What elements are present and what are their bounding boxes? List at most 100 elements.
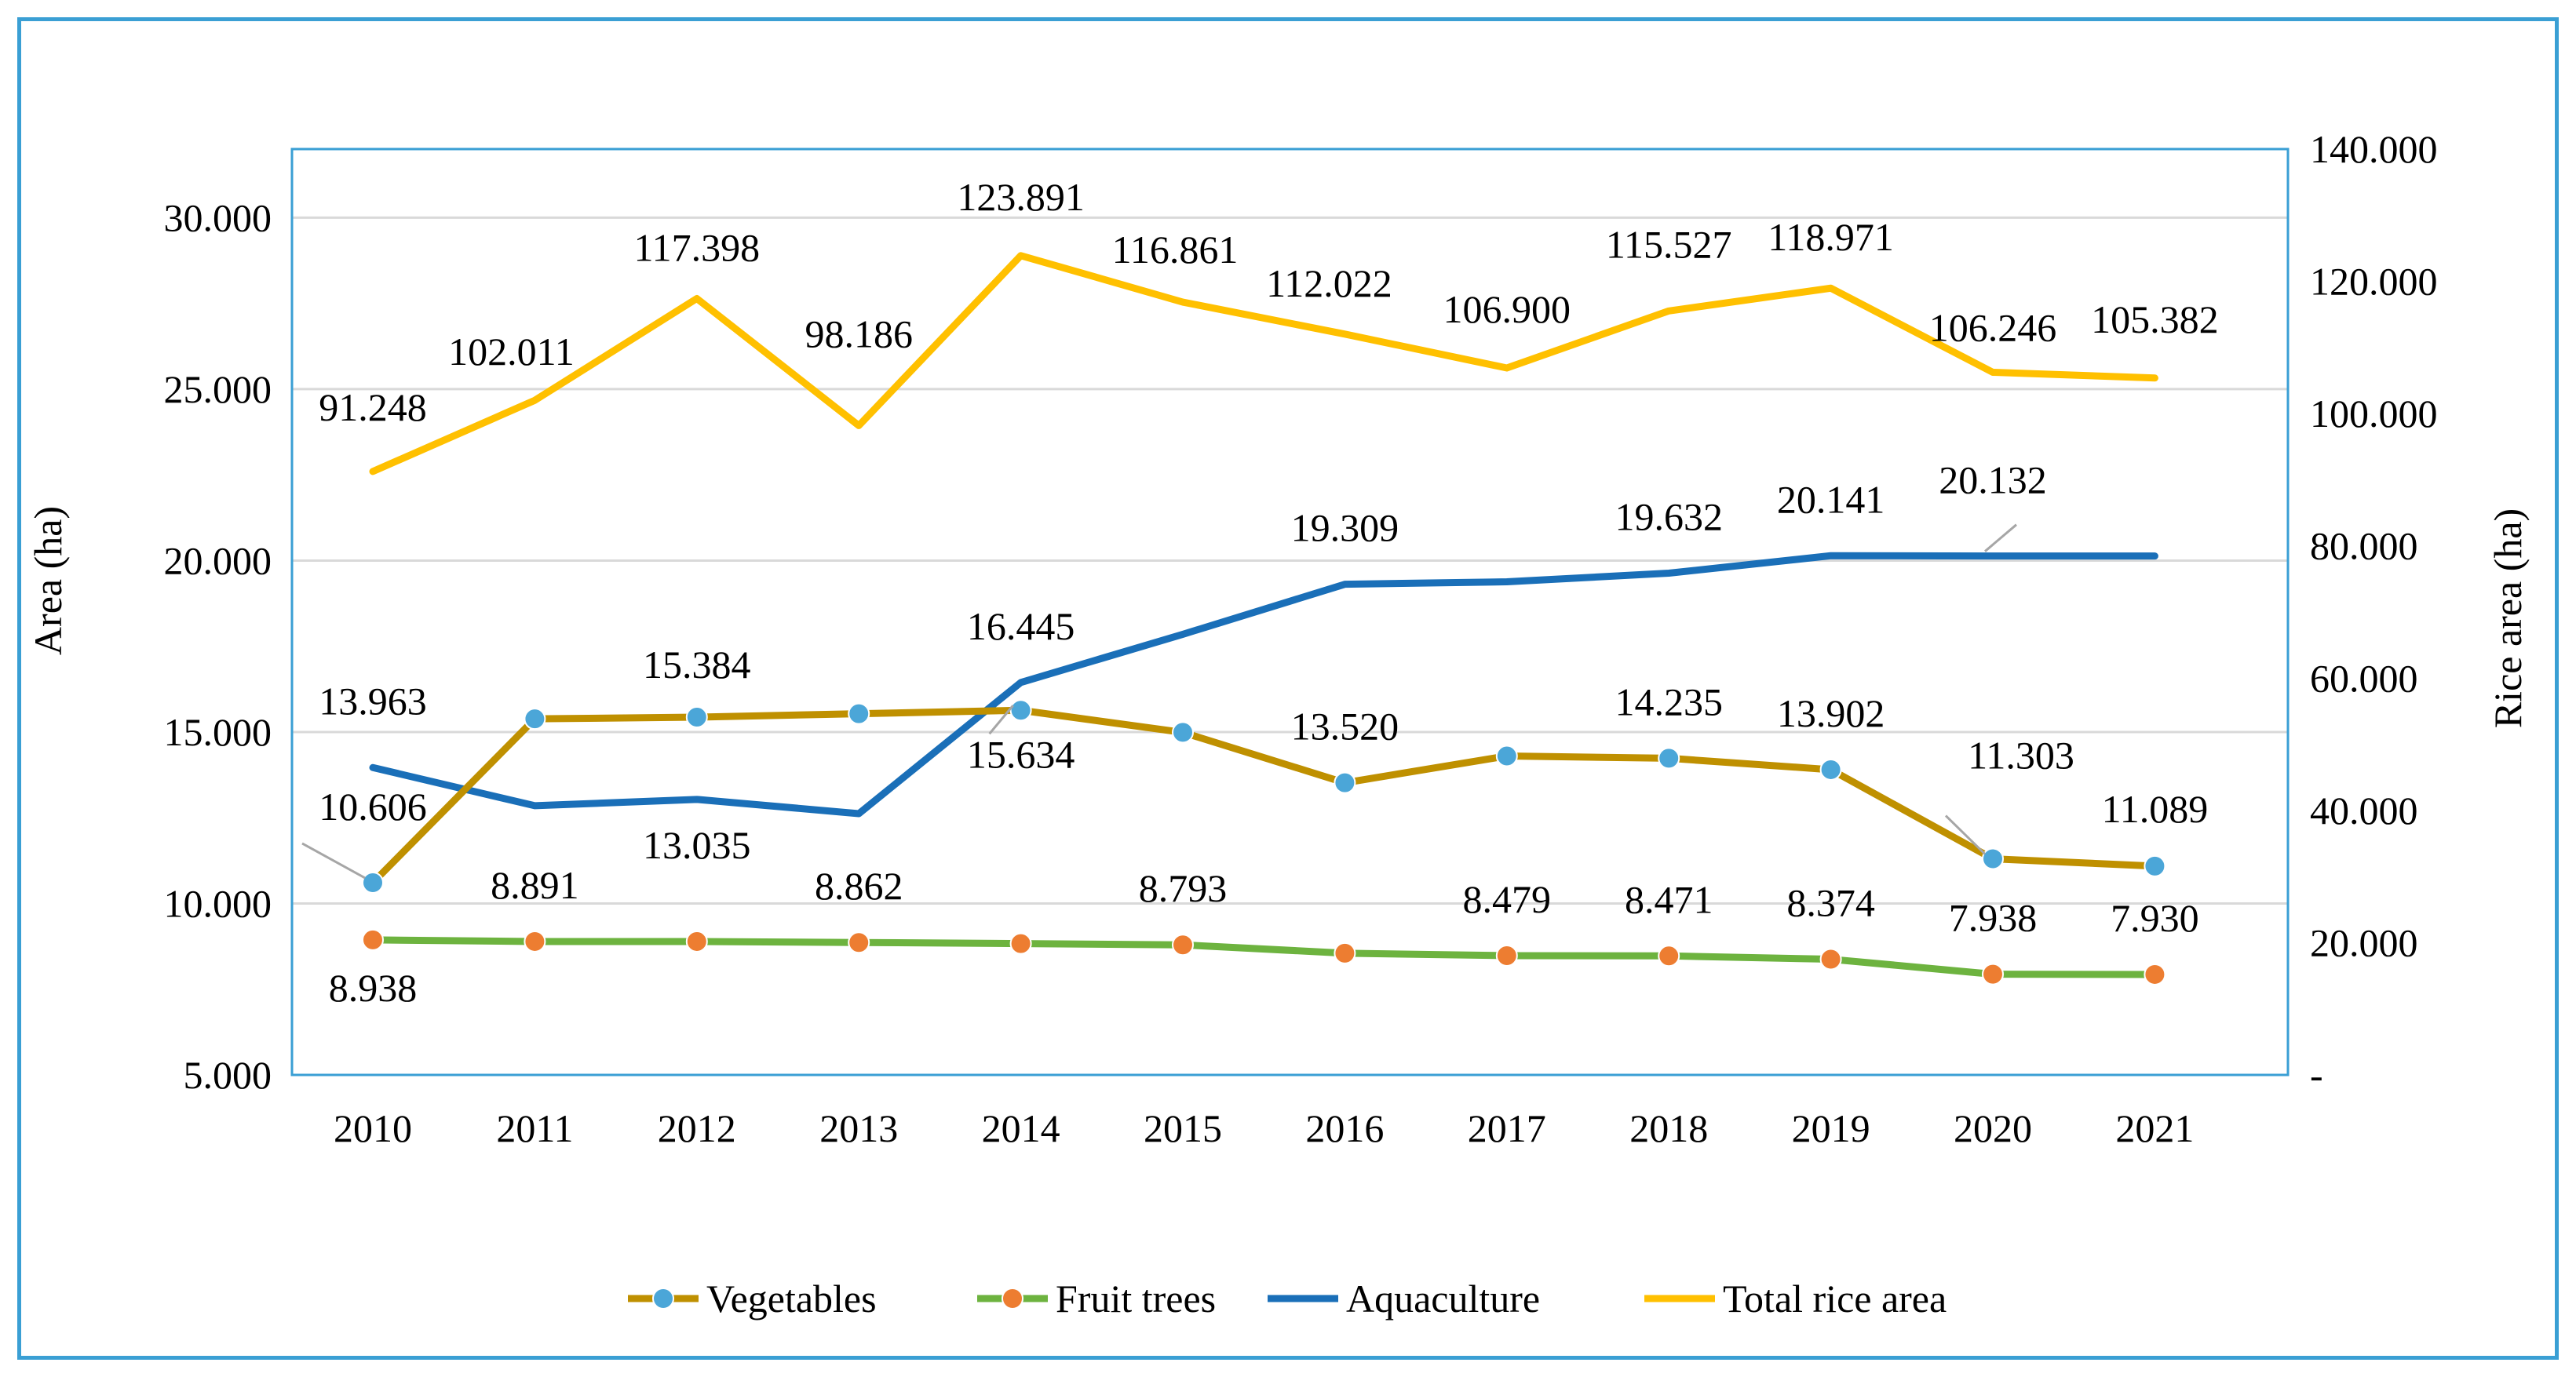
- legend-item: Aquaculture: [1268, 1277, 1540, 1321]
- data-label-fruit-trees: 8.862: [815, 864, 903, 908]
- right-tick-label: 100.000: [2310, 392, 2438, 435]
- data-point-fruit-trees: [685, 930, 708, 953]
- x-tick-label: 2010: [334, 1106, 412, 1150]
- data-point-fruit-trees: [1172, 934, 1194, 956]
- data-label-vegetables: 15.384: [643, 643, 751, 687]
- x-tick-label: 2021: [2115, 1106, 2194, 1150]
- series-line-total-rice-area: [369, 252, 2158, 475]
- data-label-total-rice-area: 106.900: [1443, 287, 1571, 331]
- data-point-fruit-trees: [1334, 942, 1356, 964]
- legend-label: Fruit trees: [1056, 1277, 1216, 1321]
- y-axis-left-title: Area (ha): [26, 506, 70, 655]
- data-point-fruit-trees: [848, 931, 870, 954]
- series-lines: [362, 252, 2166, 985]
- right-tick-label: 60.000: [2310, 656, 2418, 700]
- data-label-vegetables: 13.902: [1777, 691, 1885, 735]
- data-point-vegetables: [362, 871, 384, 894]
- x-axis-ticks: 2010 2011 2012 2013 2014 2015 2016 2017 2018 2019…: [334, 1106, 2194, 1150]
- data-point-vegetables: [1495, 745, 1518, 767]
- left-tick-label: 5.000: [184, 1053, 272, 1097]
- legend-marker: [1002, 1288, 1023, 1310]
- y-axis-right-title: Rice area (ha): [2486, 508, 2530, 728]
- data-point-fruit-trees: [524, 930, 546, 953]
- right-tick-label: 140.000: [2310, 127, 2438, 171]
- x-tick-label: 2014: [982, 1106, 1060, 1150]
- left-tick-label: 15.000: [164, 710, 272, 754]
- legend-item: Fruit trees: [977, 1277, 1216, 1321]
- data-label-fruit-trees: 8.891: [491, 863, 579, 907]
- data-label-aquaculture: 19.632: [1615, 495, 1723, 539]
- data-label-vegetables: 10.606: [319, 785, 427, 829]
- data-label-total-rice-area: 102.011: [448, 330, 575, 373]
- chart-frame: [17, 17, 2559, 1360]
- leader-line: [1984, 523, 2017, 552]
- leader-line: [988, 705, 1014, 735]
- data-point-fruit-trees: [1495, 944, 1518, 967]
- data-point-fruit-trees: [1819, 948, 1842, 971]
- data-label-fruit-trees: 8.793: [1139, 866, 1228, 910]
- data-label-aquaculture: 20.132: [1939, 458, 2047, 502]
- data-point-vegetables: [685, 705, 708, 728]
- series-line-aquaculture: [369, 552, 2158, 818]
- series-line-fruit-trees: [369, 936, 2158, 978]
- data-label-aquaculture: 13.963: [319, 679, 427, 723]
- left-tick-label: 30.000: [164, 195, 272, 239]
- data-point-vegetables: [524, 708, 546, 730]
- data-label-fruit-trees: 7.930: [2111, 896, 2199, 940]
- data-point-vegetables: [848, 702, 870, 725]
- data-label-fruit-trees: 8.374: [1786, 881, 1875, 925]
- x-tick-label: 2015: [1144, 1106, 1222, 1150]
- data-label-total-rice-area: 91.248: [319, 385, 427, 429]
- right-axis-ticks: - 20.000 40.000 60.000 80.000 100.000 120.000 1…: [2310, 127, 2438, 1097]
- legend: Vegetables Fruit trees Aquaculture Total ri…: [628, 1277, 1947, 1321]
- x-tick-label: 2011: [496, 1106, 573, 1150]
- legend-item: Total rice area: [1644, 1277, 1947, 1321]
- right-tick-label: 120.000: [2310, 260, 2438, 304]
- data-label-vegetables: 14.235: [1615, 679, 1723, 723]
- data-point-fruit-trees: [1658, 945, 1680, 967]
- data-label-aquaculture: 19.309: [1291, 506, 1399, 550]
- left-tick-label: 25.000: [164, 367, 272, 411]
- series-line-vegetables: [369, 706, 2158, 887]
- data-label-vegetables: 15.634: [967, 732, 1075, 776]
- leader-line: [301, 842, 366, 880]
- data-label-total-rice-area: 115.527: [1606, 222, 1732, 266]
- data-label-total-rice-area: 105.382: [2091, 297, 2219, 341]
- data-label-total-rice-area: 123.891: [957, 175, 1085, 219]
- data-point-fruit-trees: [2144, 963, 2166, 985]
- right-tick-label: 20.000: [2310, 920, 2418, 964]
- data-label-fruit-trees: 7.938: [1949, 896, 2038, 940]
- data-point-fruit-trees: [1009, 932, 1032, 955]
- data-point-vegetables: [1819, 758, 1842, 781]
- data-label-total-rice-area: 112.022: [1266, 261, 1392, 305]
- data-point-vegetables: [1334, 771, 1356, 794]
- data-label-total-rice-area: 106.246: [1929, 305, 2057, 349]
- data-label-total-rice-area: 98.186: [805, 311, 913, 355]
- data-label-total-rice-area: 117.398: [633, 226, 760, 270]
- x-tick-label: 2019: [1792, 1106, 1870, 1150]
- data-label-total-rice-area: 118.971: [1768, 215, 1894, 259]
- data-label-total-rice-area: 116.861: [1112, 228, 1239, 271]
- x-tick-label: 2020: [1954, 1106, 2032, 1150]
- x-tick-label: 2012: [658, 1106, 736, 1150]
- data-label-aquaculture: 20.141: [1777, 477, 1885, 521]
- data-label-vegetables: 13.520: [1291, 705, 1399, 749]
- data-point-fruit-trees: [362, 928, 384, 951]
- plot-area-border: [290, 148, 2290, 1076]
- data-label-vegetables: 11.089: [2102, 787, 2209, 831]
- data-label-aquaculture: 16.445: [967, 604, 1075, 648]
- x-tick-label: 2013: [819, 1106, 898, 1150]
- legend-item: Vegetables: [628, 1277, 877, 1321]
- x-tick-label: 2016: [1305, 1106, 1384, 1150]
- data-point-fruit-trees: [1982, 963, 2004, 985]
- data-point-vegetables: [1009, 699, 1032, 722]
- left-axis-ticks: 5.000 10.000 15.000 20.000 25.000 30.000: [164, 195, 272, 1097]
- right-tick-label: 80.000: [2310, 524, 2418, 568]
- data-label-fruit-trees: 8.938: [329, 966, 418, 1010]
- legend-marker: [652, 1288, 674, 1310]
- legend-label: Aquaculture: [1346, 1277, 1540, 1321]
- data-point-vegetables: [1658, 747, 1680, 770]
- right-tick-label: 40.000: [2310, 789, 2418, 832]
- data-labels: 10.606 15.384 15.634 13.520 14.235 13.902 11.3…: [319, 175, 2218, 1010]
- data-label-fruit-trees: 8.471: [1625, 877, 1713, 921]
